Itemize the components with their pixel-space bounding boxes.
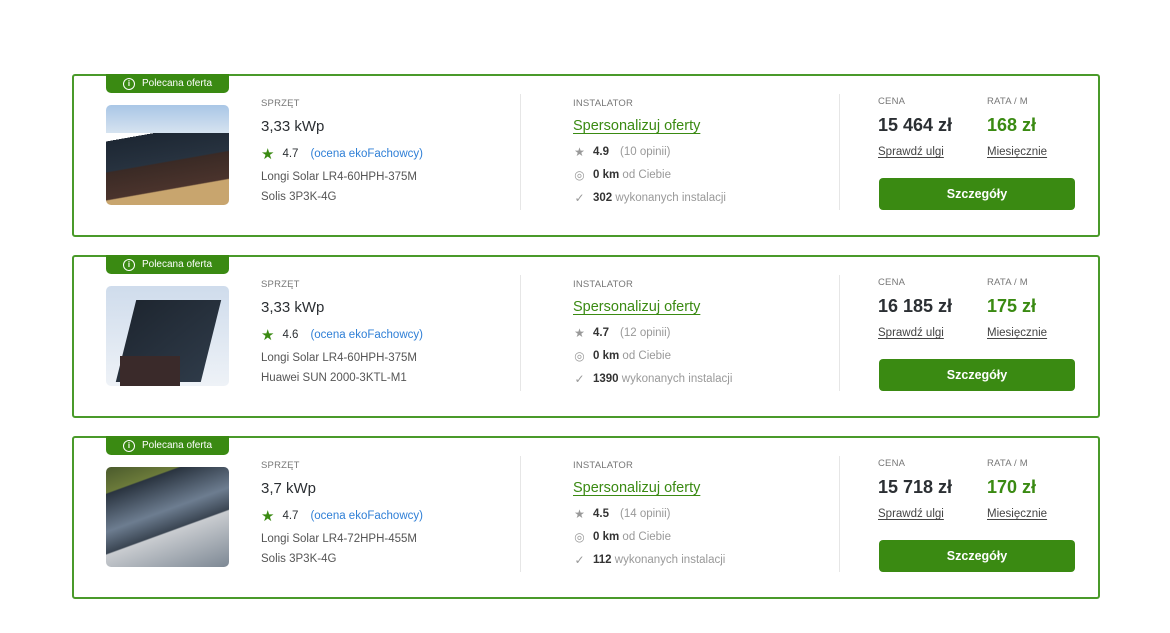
check-relief-link[interactable]: Sprawdź ulgi (878, 327, 944, 339)
monthly-installment: 168 zł (987, 115, 1037, 135)
price-label: CENA (878, 458, 906, 469)
system-power: 3,33 kWp (261, 118, 325, 135)
divider (839, 456, 840, 572)
rating-source-link[interactable]: (ocena ekoFachowcy) (310, 510, 423, 522)
location-pin-icon: ◎ (574, 349, 585, 363)
location-pin-icon: ◎ (574, 530, 585, 544)
check-relief-link[interactable]: Sprawdź ulgi (878, 146, 944, 158)
check-circle-icon: ✓ (574, 372, 585, 386)
installation-photo (106, 467, 229, 567)
review-count: (12 opinii) (620, 327, 671, 339)
installment-label: RATA / M (987, 277, 1028, 288)
installer-label: INSTALATOR (573, 460, 634, 471)
divider (520, 275, 521, 391)
panel-model: Longi Solar LR4-60HPH-375M (261, 352, 417, 364)
price-label: CENA (878, 277, 906, 288)
monthly-link[interactable]: Miesięcznie (987, 146, 1048, 158)
star-icon: ★ (574, 145, 585, 159)
equipment-rating: 4.6 (282, 329, 299, 341)
check-circle-icon: ✓ (574, 553, 585, 567)
divider (520, 456, 521, 572)
details-button[interactable]: Szczegóły (879, 178, 1075, 210)
installer-rating: 4.5 (593, 508, 609, 520)
recommended-badge: i Polecana oferta (106, 436, 229, 455)
system-power: 3,7 kWp (261, 480, 317, 497)
check-circle-icon: ✓ (574, 191, 585, 205)
star-icon: ★ (574, 507, 585, 521)
equipment-rating: 4.7 (282, 148, 299, 160)
monthly-link[interactable]: Miesięcznie (987, 327, 1048, 339)
inverter-model: Huawei SUN 2000-3KTL-M1 (261, 372, 407, 384)
installer-rating: 4.9 (593, 146, 609, 158)
personalize-offers-link[interactable]: Spersonalizuj oferty (573, 299, 701, 315)
installer-rating: 4.7 (593, 327, 609, 339)
monthly-installment: 170 zł (987, 477, 1037, 497)
distance-suffix: od Ciebie (622, 169, 672, 181)
offer-card: i Polecana oferta SPRZĘT 3,33 kWp ★ 4.6 (oc… (72, 255, 1100, 418)
recommended-badge: i Polecana oferta (106, 255, 229, 274)
offer-card: i Polecana oferta SPRZĘT 3,7 kWp ★ 4.7 (oce… (72, 436, 1100, 599)
equipment-rating: 4.7 (282, 510, 299, 522)
details-button[interactable]: Szczegóły (879, 540, 1075, 572)
inverter-model: Solis 3P3K-4G (261, 191, 337, 203)
system-power: 3,33 kWp (261, 299, 325, 316)
star-icon: ★ (574, 326, 585, 340)
distance: 0 km (593, 350, 620, 362)
star-icon: ★ (261, 146, 275, 163)
star-icon: ★ (261, 327, 275, 344)
rating-source-link[interactable]: (ocena ekoFachowcy) (310, 148, 423, 160)
distance: 0 km (593, 169, 620, 181)
info-icon: i (122, 77, 135, 90)
inverter-model: Solis 3P3K-4G (261, 553, 337, 565)
price: 16 185 zł (878, 296, 953, 316)
personalize-offers-link[interactable]: Spersonalizuj oferty (573, 480, 701, 496)
review-count: (14 opinii) (620, 508, 671, 520)
monthly-installment: 175 zł (987, 296, 1037, 316)
price-label: CENA (878, 96, 906, 107)
panel-model: Longi Solar LR4-60HPH-375M (261, 171, 417, 183)
distance: 0 km (593, 531, 620, 543)
divider (839, 275, 840, 391)
price: 15 464 zł (878, 115, 953, 135)
installs-suffix: wykonanych instalacji (621, 373, 733, 385)
distance-suffix: od Ciebie (622, 531, 672, 543)
monthly-link[interactable]: Miesięcznie (987, 508, 1048, 520)
installment-label: RATA / M (987, 458, 1028, 469)
equipment-label: SPRZĘT (261, 460, 300, 471)
badge-label: Polecana oferta (141, 259, 213, 270)
equipment-label: SPRZĘT (261, 279, 300, 290)
details-button[interactable]: Szczegóły (879, 359, 1075, 391)
divider (839, 94, 840, 210)
recommended-badge: i Polecana oferta (106, 74, 229, 93)
location-pin-icon: ◎ (574, 168, 585, 182)
panel-model: Longi Solar LR4-72HPH-455M (261, 533, 417, 545)
badge-label: Polecana oferta (141, 440, 213, 451)
distance-suffix: od Ciebie (622, 350, 672, 362)
check-relief-link[interactable]: Sprawdź ulgi (878, 508, 944, 520)
installs-suffix: wykonanych instalacji (615, 192, 726, 204)
divider (520, 94, 521, 210)
equipment-label: SPRZĘT (261, 98, 300, 109)
installs-suffix: wykonanych instalacji (614, 554, 726, 566)
installs-count: 1390 (593, 373, 619, 385)
review-count: (10 opinii) (620, 146, 671, 158)
installs-count: 112 (593, 554, 612, 566)
personalize-offers-link[interactable]: Spersonalizuj oferty (573, 118, 701, 134)
offer-card: i Polecana oferta SPRZĘT 3,33 kWp ★ 4.7 (oc… (72, 74, 1100, 237)
star-icon: ★ (261, 508, 275, 525)
installment-label: RATA / M (987, 96, 1028, 107)
installs-count: 302 (593, 192, 613, 204)
info-icon: i (122, 439, 135, 452)
installation-photo (106, 286, 229, 386)
info-icon: i (122, 258, 135, 271)
price: 15 718 zł (878, 477, 953, 497)
badge-label: Polecana oferta (141, 78, 213, 89)
installation-photo (106, 105, 229, 205)
installer-label: INSTALATOR (573, 279, 634, 290)
installer-label: INSTALATOR (573, 98, 634, 109)
rating-source-link[interactable]: (ocena ekoFachowcy) (310, 329, 423, 341)
